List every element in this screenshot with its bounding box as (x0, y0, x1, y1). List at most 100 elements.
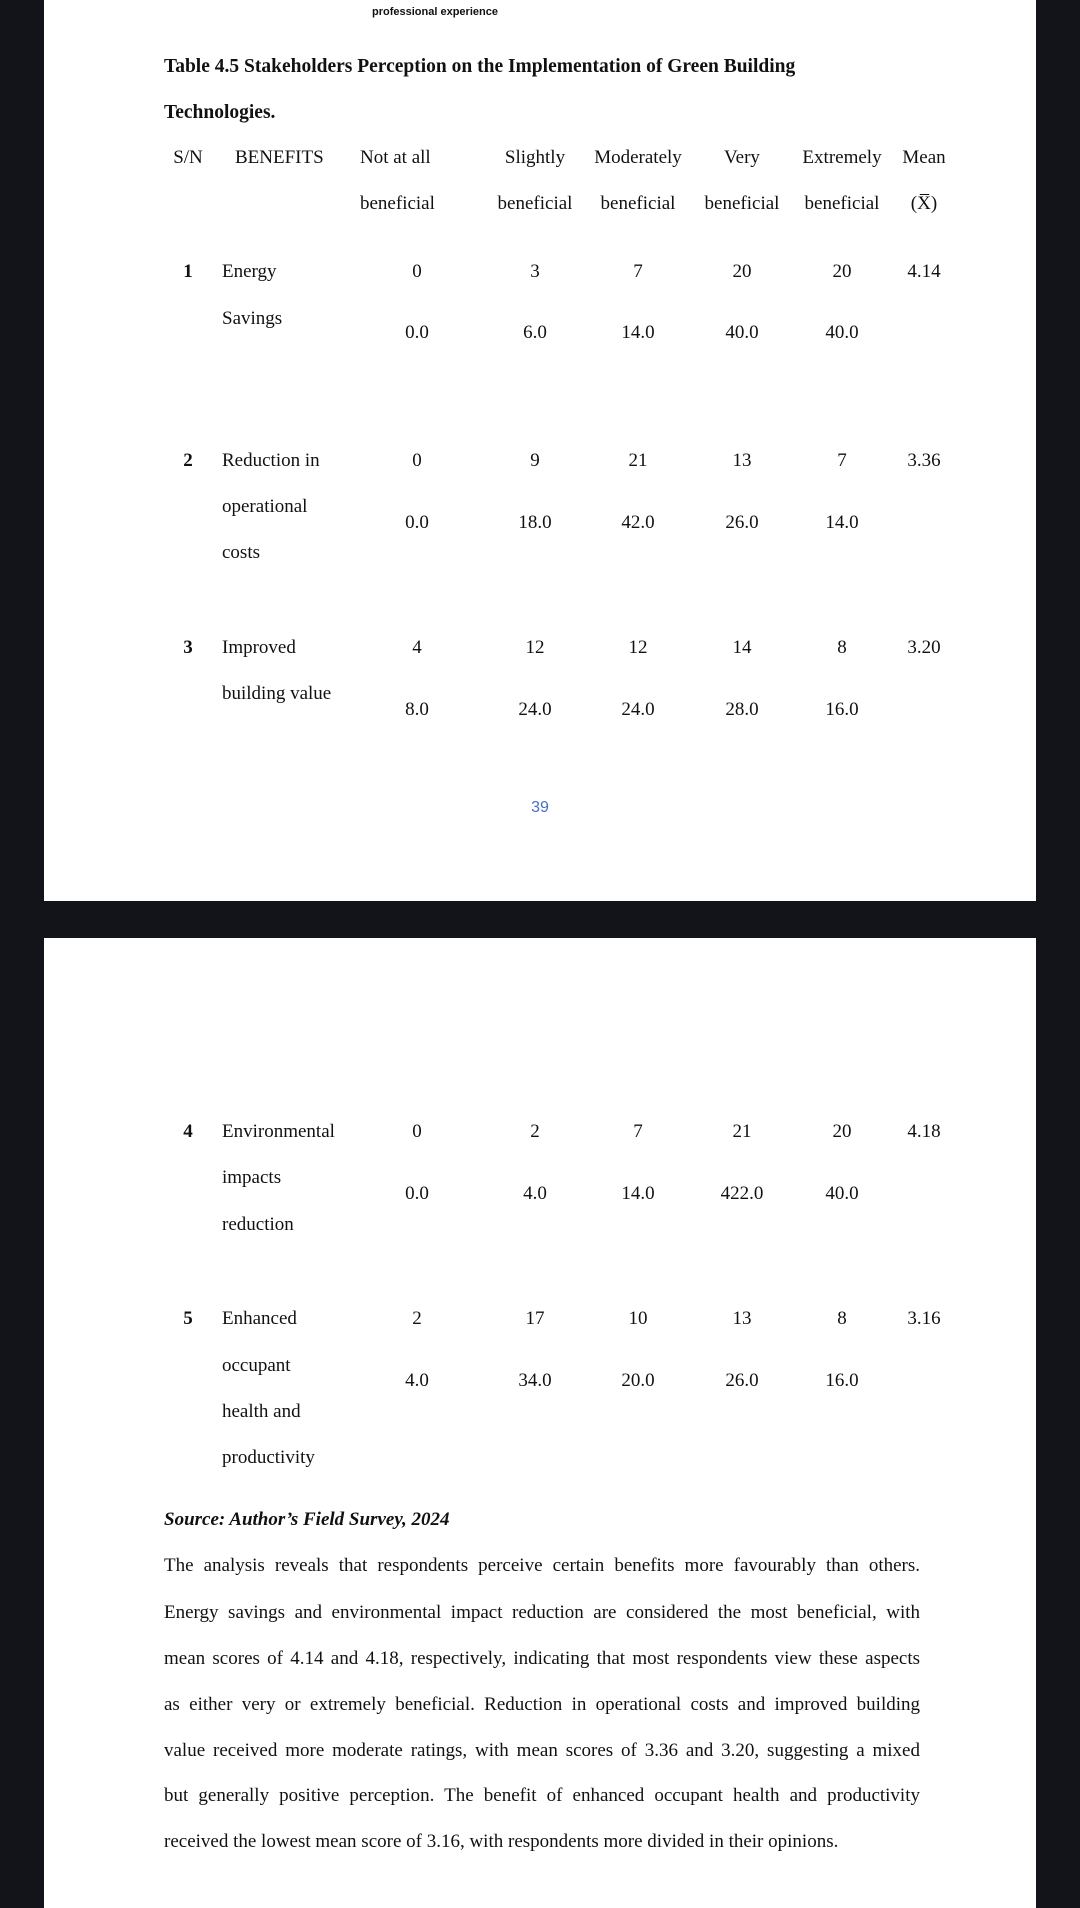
benefit-label: impacts (222, 1167, 282, 1188)
header-note: professional experience (372, 6, 498, 18)
frequency-cell: 21 (628, 450, 648, 471)
row-number: 2 (183, 450, 193, 471)
mean-cell: 3.16 (907, 1308, 941, 1329)
row-number: 3 (183, 637, 193, 658)
column-header: Extremely (802, 147, 882, 168)
page-number: 39 (531, 799, 549, 816)
percent-cell: 16.0 (825, 699, 859, 720)
percent-cell: 28.0 (725, 699, 759, 720)
frequency-cell: 9 (530, 450, 540, 471)
frequency-cell: 12 (525, 637, 545, 658)
table-title-line1: Table 4.5 Stakeholders Perception on the… (164, 56, 796, 77)
benefit-label: occupant (222, 1355, 291, 1376)
column-header: Slightly (504, 147, 566, 168)
percent-cell: 0.0 (405, 322, 429, 343)
frequency-cell: 7 (837, 450, 847, 471)
frequency-cell: 17 (525, 1308, 545, 1329)
table-source: Source: Author’s Field Survey, 2024 (164, 1509, 450, 1530)
frequency-cell: 12 (628, 637, 648, 658)
percent-cell: 0.0 (405, 1183, 429, 1204)
frequency-cell: 7 (633, 1121, 643, 1142)
percent-cell: 24.0 (621, 699, 655, 720)
percent-cell: 14.0 (621, 1183, 655, 1204)
benefit-label: Environmental (222, 1121, 335, 1142)
table-title-line2: Technologies. (164, 102, 276, 123)
frequency-cell: 8 (837, 1308, 847, 1329)
frequency-cell: 21 (732, 1121, 752, 1142)
percent-cell: 8.0 (405, 699, 429, 720)
column-header-sub: (X̅) (910, 193, 938, 214)
frequency-cell: 2 (530, 1121, 540, 1142)
column-header-sub: beneficial (360, 193, 435, 214)
benefit-label: operational (222, 496, 308, 517)
frequency-cell: 20 (732, 261, 752, 282)
frequency-cell: 0 (412, 1121, 422, 1142)
column-header: S/N (173, 147, 203, 168)
mean-cell: 3.36 (907, 450, 941, 471)
column-header-sub: beneficial (704, 193, 780, 214)
percent-cell: 40.0 (825, 322, 859, 343)
percent-cell: 14.0 (825, 512, 859, 533)
row-number: 1 (183, 261, 193, 282)
frequency-cell: 8 (837, 637, 847, 658)
frequency-cell: 2 (412, 1308, 422, 1329)
document-page-39 (44, 0, 1036, 901)
benefit-label: building value (222, 683, 332, 704)
percent-cell: 18.0 (518, 512, 552, 533)
benefit-label: Savings (222, 308, 283, 329)
column-header-sub: beneficial (497, 193, 573, 214)
percent-cell: 0.0 (405, 512, 429, 533)
frequency-cell: 13 (732, 1308, 752, 1329)
frequency-cell: 10 (628, 1308, 648, 1329)
document-page-40 (44, 938, 1036, 1908)
percent-cell: 20.0 (621, 1370, 655, 1391)
benefit-label: health and (222, 1401, 301, 1422)
paragraph-line: received the lowest mean score of 3.16, … (164, 1831, 839, 1852)
percent-cell: 34.0 (518, 1370, 552, 1391)
percent-cell: 6.0 (523, 322, 547, 343)
column-header-sub: beneficial (600, 193, 676, 214)
column-header: Very (724, 147, 760, 168)
percent-cell: 40.0 (825, 1183, 859, 1204)
percent-cell: 14.0 (621, 322, 655, 343)
frequency-cell: 20 (832, 1121, 852, 1142)
benefit-label: Energy (222, 261, 277, 282)
benefit-label: Reduction in (222, 450, 320, 471)
mean-cell: 3.20 (907, 637, 941, 658)
percent-cell: 40.0 (725, 322, 759, 343)
paragraph-line: The analysis reveals that respondents pe… (164, 1555, 920, 1576)
benefit-label: Enhanced (222, 1308, 297, 1329)
column-header: Mean (902, 147, 946, 168)
percent-cell: 4.0 (523, 1183, 547, 1204)
frequency-cell: 20 (832, 261, 852, 282)
frequency-cell: 0 (412, 450, 422, 471)
benefit-label: reduction (222, 1214, 294, 1235)
percent-cell: 26.0 (725, 512, 759, 533)
benefit-label: productivity (222, 1447, 315, 1468)
column-header: BENEFITS (235, 147, 324, 168)
frequency-cell: 7 (633, 261, 643, 282)
frequency-cell: 13 (732, 450, 752, 471)
benefit-label: costs (222, 542, 260, 563)
paragraph-line: as either very or extremely beneficial. … (164, 1694, 920, 1715)
mean-cell: 4.14 (907, 261, 941, 282)
mean-cell: 4.18 (907, 1121, 941, 1142)
percent-cell: 26.0 (725, 1370, 759, 1391)
paragraph-line: but generally positive perception. The b… (164, 1785, 920, 1806)
percent-cell: 24.0 (518, 699, 552, 720)
column-header: Not at all (360, 147, 431, 168)
percent-cell: 4.0 (405, 1370, 429, 1391)
benefit-label: Improved (222, 637, 296, 658)
frequency-cell: 0 (412, 261, 422, 282)
column-header: Moderately (594, 147, 682, 168)
frequency-cell: 3 (530, 261, 540, 282)
percent-cell: 422.0 (720, 1183, 764, 1204)
row-number: 5 (183, 1308, 193, 1329)
frequency-cell: 4 (412, 637, 422, 658)
column-header-sub: beneficial (804, 193, 880, 214)
frequency-cell: 14 (732, 637, 752, 658)
paragraph-line: value received more moderate ratings, wi… (164, 1740, 920, 1761)
percent-cell: 16.0 (825, 1370, 859, 1391)
paragraph-line: mean scores of 4.14 and 4.18, respective… (164, 1648, 920, 1669)
row-number: 4 (183, 1121, 193, 1142)
